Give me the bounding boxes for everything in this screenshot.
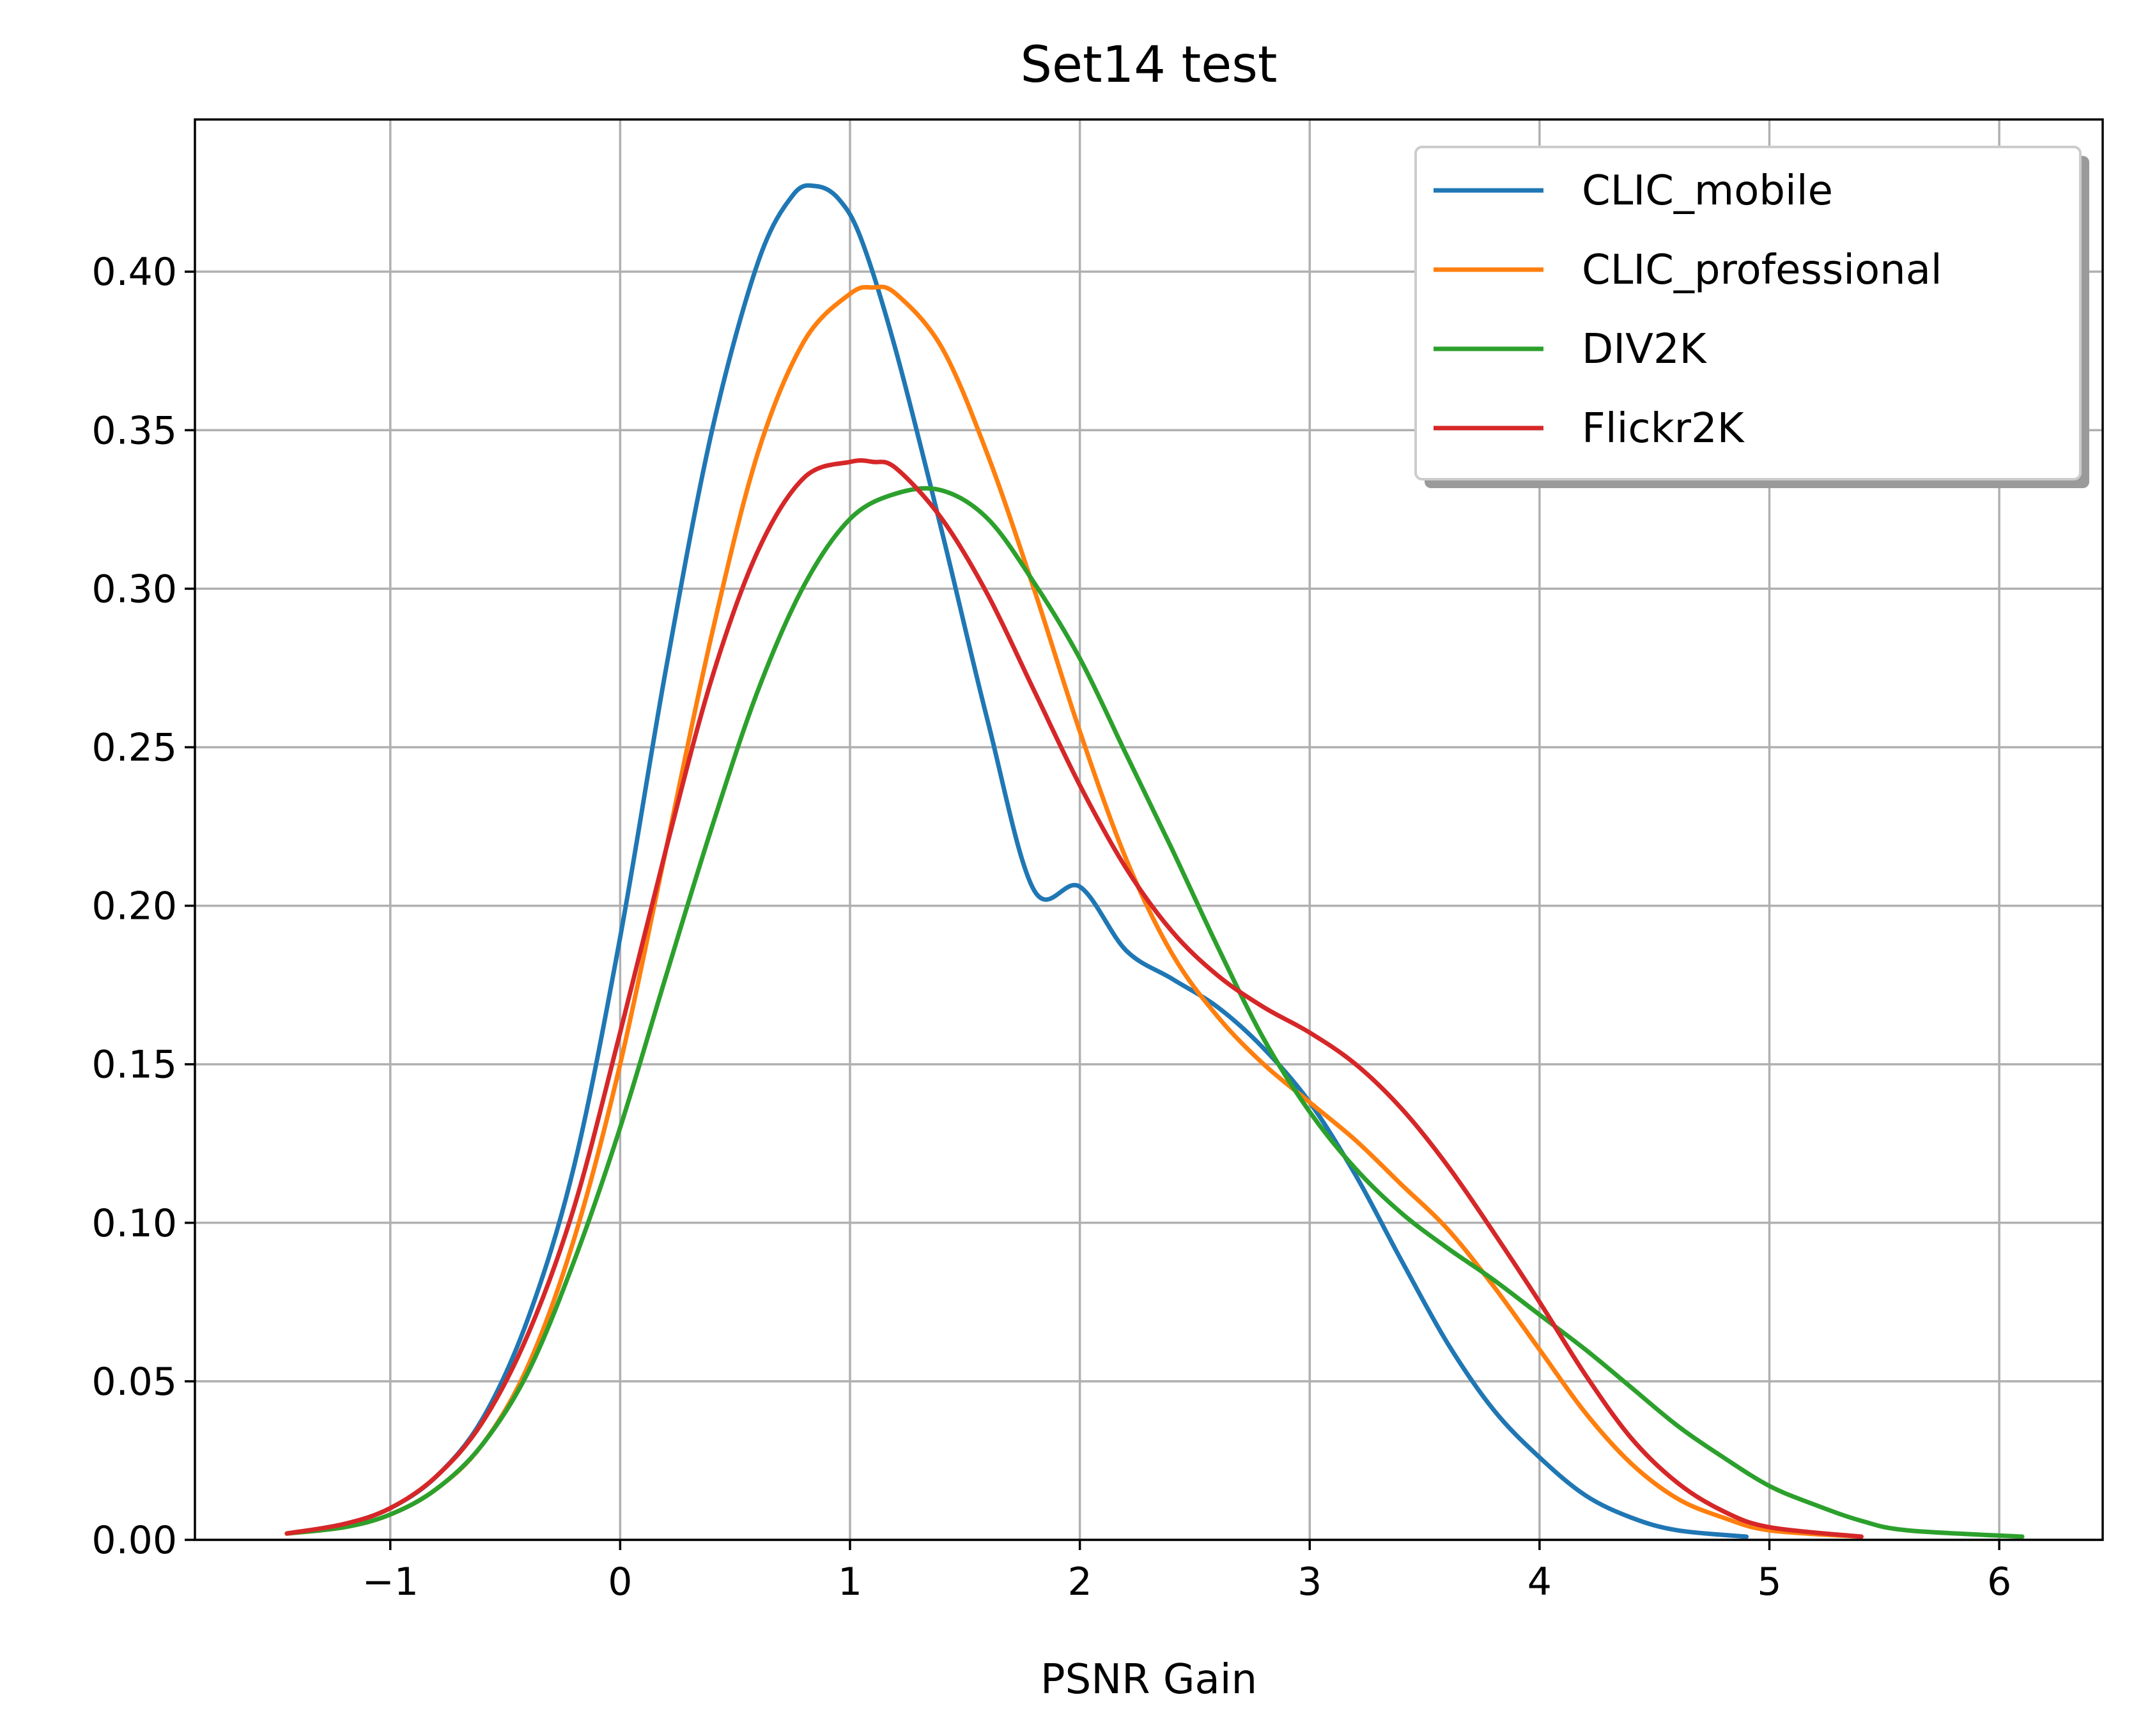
series-line-flickr2k	[284, 458, 1864, 1539]
x-tick-label: 1	[838, 1560, 862, 1604]
y-tick-label: 0.10	[91, 1201, 177, 1246]
y-tick-label: 0.25	[91, 725, 177, 770]
x-tick-label: 2	[1068, 1560, 1092, 1604]
axis-ticks: −1 0 1 2 3 4 5 6 0.00 0.05 0.10 0.15 0.20 0.25 0.30 0.3…	[91, 250, 2011, 1604]
y-tick-label: 0.20	[91, 884, 177, 929]
legend-box	[1414, 146, 2082, 480]
plot-frame	[194, 118, 2104, 1541]
y-tick-label: 0.35	[91, 408, 177, 453]
legend-label-flickr2k: Flickr2K	[1582, 405, 1745, 452]
y-tick-label: 0.00	[91, 1518, 177, 1563]
x-axis-label: PSNR Gain	[1040, 1656, 1257, 1703]
legend: CLIC_mobile CLIC_professional DIV2K Flickr2…	[1414, 146, 2089, 488]
x-tick-label: 4	[1527, 1560, 1552, 1604]
x-tick-label: 3	[1297, 1560, 1322, 1604]
x-tick-label: 6	[1987, 1560, 2011, 1604]
y-tick-label: 0.40	[91, 250, 177, 295]
x-tick-label: −1	[362, 1560, 418, 1604]
x-tick-label: 5	[1757, 1560, 1781, 1604]
series-line-clic-mobile	[284, 183, 1749, 1539]
series-line-div2k	[284, 486, 2025, 1539]
x-tick-label: 0	[608, 1560, 632, 1604]
chart-title: Set14 test	[1021, 36, 1278, 94]
legend-label-clic-mobile: CLIC_mobile	[1582, 167, 1833, 215]
legend-label-div2k: DIV2K	[1582, 326, 1708, 373]
y-tick-label: 0.30	[91, 567, 177, 611]
y-tick-label: 0.05	[91, 1360, 177, 1404]
series-lines	[284, 183, 2025, 1539]
y-tick-label: 0.15	[91, 1043, 177, 1087]
series-line-clic-professional	[284, 284, 1864, 1539]
legend-label-clic-professional: CLIC_professional	[1582, 247, 1942, 294]
